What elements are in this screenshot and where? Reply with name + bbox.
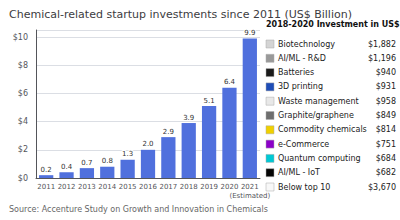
svg-text:$1,882: $1,882 bbox=[368, 40, 396, 49]
svg-text:2.0: 2.0 bbox=[142, 140, 153, 148]
svg-text:$8: $8 bbox=[18, 61, 28, 70]
svg-text:3D printing: 3D printing bbox=[278, 82, 323, 91]
svg-text:$0: $0 bbox=[18, 174, 28, 183]
svg-text:$814: $814 bbox=[376, 125, 396, 134]
svg-text:$2: $2 bbox=[18, 145, 28, 154]
svg-text:e-Commerce: e-Commerce bbox=[278, 140, 329, 149]
svg-text:(Estimated): (Estimated) bbox=[229, 192, 270, 200]
svg-text:2018: 2018 bbox=[180, 183, 198, 191]
svg-text:1.3: 1.3 bbox=[122, 150, 133, 158]
svg-text:2014: 2014 bbox=[98, 183, 116, 191]
svg-text:$931: $931 bbox=[376, 82, 396, 91]
svg-text:0.7: 0.7 bbox=[81, 159, 92, 167]
svg-text:2019: 2019 bbox=[200, 183, 218, 191]
svg-text:2016: 2016 bbox=[139, 183, 157, 191]
svg-text:2.9: 2.9 bbox=[163, 128, 174, 136]
svg-text:2013: 2013 bbox=[78, 183, 96, 191]
svg-text:$940: $940 bbox=[376, 68, 396, 77]
svg-text:$751: $751 bbox=[376, 140, 396, 149]
svg-text:Batteries: Batteries bbox=[278, 68, 314, 77]
svg-text:2021: 2021 bbox=[241, 183, 259, 191]
svg-text:$4: $4 bbox=[18, 117, 28, 126]
svg-text:2015: 2015 bbox=[119, 183, 137, 191]
svg-text:$958: $958 bbox=[376, 97, 396, 106]
svg-text:Below top 10: Below top 10 bbox=[278, 183, 330, 192]
svg-text:3.9: 3.9 bbox=[183, 114, 194, 122]
svg-text:$6: $6 bbox=[18, 89, 28, 98]
svg-text:2017: 2017 bbox=[159, 183, 177, 191]
svg-text:AI/ML - R&D: AI/ML - R&D bbox=[278, 54, 326, 63]
svg-text:Commodity chemicals: Commodity chemicals bbox=[278, 125, 367, 134]
svg-text:6.4: 6.4 bbox=[224, 78, 236, 86]
svg-text:9.9: 9.9 bbox=[244, 29, 255, 37]
svg-text:2011: 2011 bbox=[37, 183, 55, 191]
svg-text:Quantum computing: Quantum computing bbox=[278, 154, 361, 163]
svg-text:$1,196: $1,196 bbox=[368, 54, 396, 63]
svg-text:2020: 2020 bbox=[221, 183, 239, 191]
svg-text:$682: $682 bbox=[376, 168, 396, 177]
svg-text:Chemical-related startup inves: Chemical-related startup investments sin… bbox=[9, 8, 352, 21]
svg-text:5.1: 5.1 bbox=[204, 97, 215, 105]
svg-text:$10: $10 bbox=[13, 33, 28, 42]
svg-text:AI/ML - IoT: AI/ML - IoT bbox=[278, 168, 320, 177]
svg-text:$684: $684 bbox=[376, 154, 396, 163]
svg-text:Graphite/graphene: Graphite/graphene bbox=[278, 111, 354, 120]
svg-text:2012: 2012 bbox=[58, 183, 76, 191]
svg-text:$849: $849 bbox=[376, 111, 396, 120]
svg-text:Waste management: Waste management bbox=[278, 97, 359, 106]
svg-text:Source: Accenture Study on Gro: Source: Accenture Study on Growth and In… bbox=[9, 205, 268, 214]
svg-text:0.4: 0.4 bbox=[61, 163, 73, 171]
svg-text:$3,670: $3,670 bbox=[368, 183, 396, 192]
svg-text:Biotechnology: Biotechnology bbox=[278, 40, 335, 49]
svg-text:0.8: 0.8 bbox=[102, 157, 113, 165]
svg-text:0.2: 0.2 bbox=[41, 166, 52, 174]
